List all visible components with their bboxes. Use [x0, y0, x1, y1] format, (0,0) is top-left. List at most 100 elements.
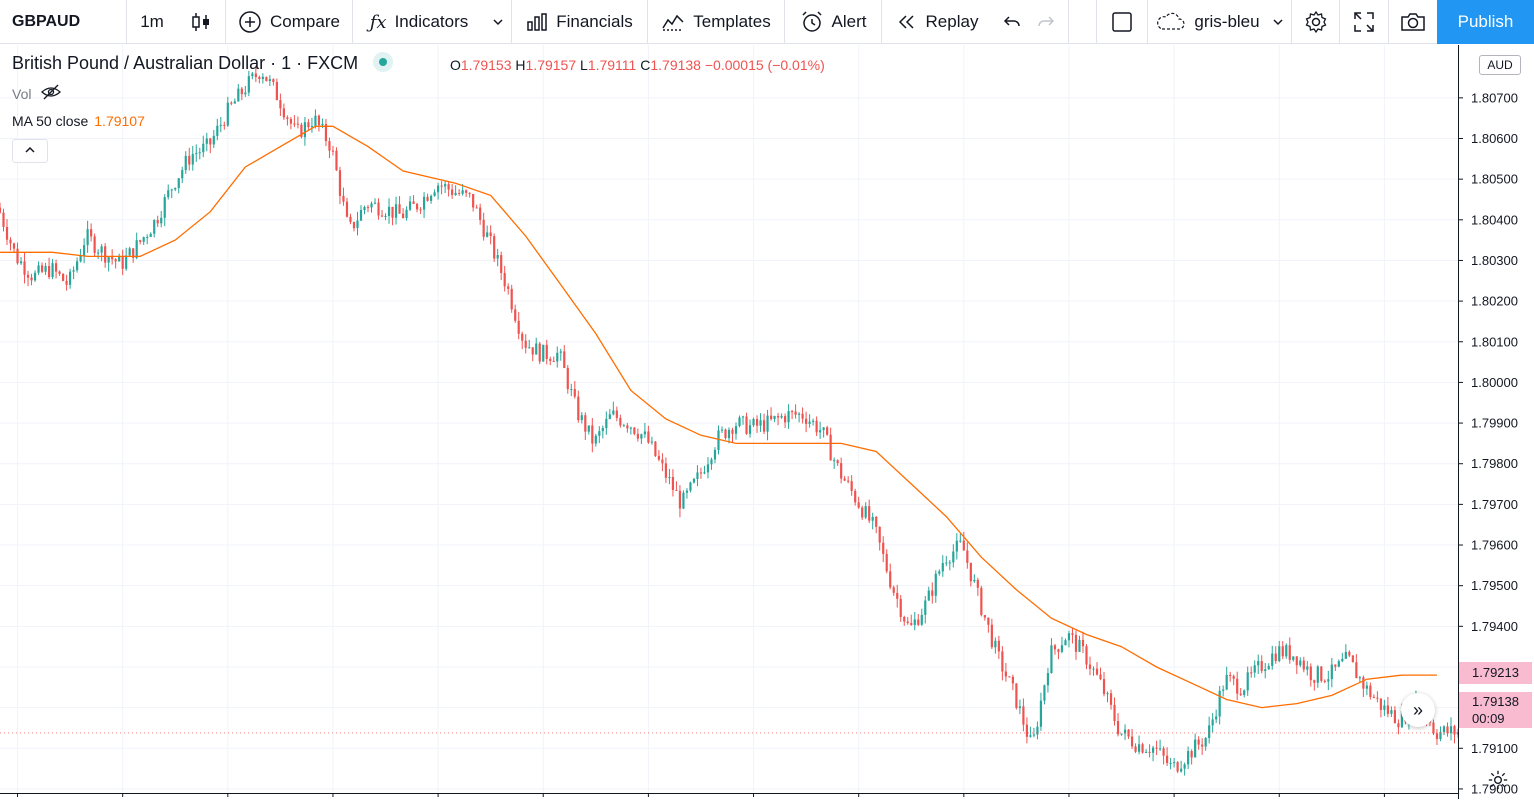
- price-tick-label: 1.79400: [1471, 619, 1518, 634]
- price-chart[interactable]: 1.80700 1.80600 1.80500 1.80400 1.80300 1.802…: [0, 45, 1534, 804]
- candle-body-up: [622, 425, 625, 427]
- candle-body-down: [324, 123, 328, 142]
- symbol-legend: British Pound / Australian Dollar · 1 · …: [12, 52, 394, 74]
- toolbar-divider: [647, 0, 648, 44]
- symbol-search-button[interactable]: GBPAUD: [0, 0, 126, 44]
- candle-body-up: [44, 266, 47, 272]
- toolbar-divider: [1388, 0, 1389, 44]
- chart-style-button[interactable]: [177, 0, 225, 44]
- candle-body-down: [139, 240, 142, 242]
- candle-body-up: [429, 195, 433, 201]
- candle-body-down: [1281, 646, 1284, 657]
- countdown-label: 00:09: [1472, 711, 1505, 726]
- eye-hidden-icon[interactable]: [41, 84, 62, 103]
- interval-label: 1m: [140, 12, 164, 31]
- alert-button[interactable]: Alert: [785, 0, 881, 44]
- publish-button[interactable]: Publish: [1437, 0, 1534, 44]
- candle-body-up: [692, 478, 696, 483]
- candle-body-up: [1218, 690, 1221, 717]
- toolbar-divider: [1339, 0, 1340, 44]
- candle-body-down: [1232, 676, 1235, 679]
- candle-body-up: [1299, 660, 1302, 666]
- candle-body-down: [1113, 704, 1116, 722]
- candle-body-down: [1309, 666, 1312, 681]
- candle-body-up: [727, 429, 731, 439]
- scroll-to-realtime-button[interactable]: »: [1401, 693, 1435, 727]
- redo-button[interactable]: [1030, 0, 1062, 44]
- candle-body-down: [61, 273, 65, 281]
- volume-legend[interactable]: Vol: [12, 84, 62, 103]
- candle-body-down: [980, 587, 983, 616]
- compare-button[interactable]: Compare: [226, 0, 352, 44]
- candle-body-down: [664, 463, 668, 478]
- candle-body-down: [275, 81, 278, 101]
- candle-body-up: [920, 614, 923, 625]
- candle-body-up: [261, 76, 264, 80]
- candle-body-down: [510, 288, 513, 310]
- candle-body-down: [531, 347, 534, 355]
- settings-button[interactable]: [1292, 0, 1339, 44]
- currency-tag[interactable]: AUD: [1479, 55, 1521, 75]
- candle-body-down: [331, 150, 335, 152]
- candle-body-up: [738, 417, 741, 427]
- candle-body-down: [468, 192, 471, 194]
- candle-body-down: [678, 490, 682, 509]
- indicators-button[interactable]: ƒx Indicators: [353, 0, 485, 44]
- candle-body-down: [90, 229, 93, 237]
- layout-button[interactable]: [1097, 0, 1147, 44]
- candle-body-up: [1253, 665, 1256, 673]
- candle-body-down: [1155, 747, 1158, 749]
- candle-body-down: [156, 219, 159, 224]
- save-layout-button[interactable]: gris-bleu: [1148, 0, 1266, 44]
- candle-body-down: [776, 415, 780, 418]
- candle-body-up: [1306, 666, 1309, 670]
- candle-body-down: [1095, 668, 1099, 675]
- interval-button[interactable]: 1m: [127, 0, 177, 44]
- last-price-label: 1.79138: [1472, 694, 1519, 709]
- candle-body-up: [559, 351, 562, 353]
- toolbar-divider: [784, 0, 785, 44]
- scale-settings-button[interactable]: [1487, 770, 1509, 793]
- candle-body-up: [321, 123, 324, 126]
- candle-body-up: [205, 138, 208, 144]
- chart-pane[interactable]: 1.80700 1.80600 1.80500 1.80400 1.80300 1.802…: [0, 45, 1534, 804]
- last-price-tag: 1.79138 00:09: [1459, 692, 1532, 728]
- candle-body-down: [412, 201, 415, 204]
- plus-circle-icon: [238, 10, 262, 34]
- candle-body-up: [1449, 726, 1453, 734]
- indicators-dropdown-button[interactable]: [485, 0, 511, 44]
- candle-body-down: [840, 463, 843, 479]
- replay-button[interactable]: Replay: [882, 0, 992, 44]
- candle-body-down: [829, 434, 832, 461]
- candle-body-up: [1120, 733, 1123, 735]
- candle-body-down: [2, 212, 5, 227]
- candle-body-down: [475, 207, 478, 209]
- candle-body-down: [16, 248, 19, 264]
- candle-body-down: [507, 286, 510, 289]
- candle-body-down: [451, 189, 454, 196]
- fullscreen-button[interactable]: [1340, 0, 1388, 44]
- candle-body-up: [486, 232, 489, 237]
- low-key: L: [580, 57, 588, 73]
- layout-menu-button[interactable]: [1266, 0, 1290, 44]
- candle-body-up: [689, 482, 692, 491]
- candle-body-up: [433, 192, 436, 196]
- financials-button[interactable]: Financials: [512, 0, 647, 44]
- candle-body-up: [748, 425, 752, 434]
- candle-body-down: [5, 226, 9, 240]
- snapshot-button[interactable]: [1389, 0, 1436, 44]
- candle-body-down: [976, 579, 979, 588]
- price-tick-label: 1.80100: [1471, 334, 1518, 349]
- undo-button[interactable]: [996, 0, 1028, 44]
- candle-body-down: [549, 358, 552, 361]
- candle-body-down: [1236, 678, 1239, 694]
- candle-body-down: [1320, 666, 1323, 681]
- collapse-legend-button[interactable]: [12, 139, 48, 163]
- templates-button[interactable]: Templates: [648, 0, 784, 44]
- candle-body-up: [363, 207, 366, 210]
- candle-body-up: [1137, 744, 1141, 752]
- candle-body-up: [601, 428, 604, 432]
- candle-body-up: [233, 101, 236, 104]
- ma-legend[interactable]: MA 50 close 1.79107: [12, 113, 145, 129]
- candle-body-up: [612, 410, 615, 415]
